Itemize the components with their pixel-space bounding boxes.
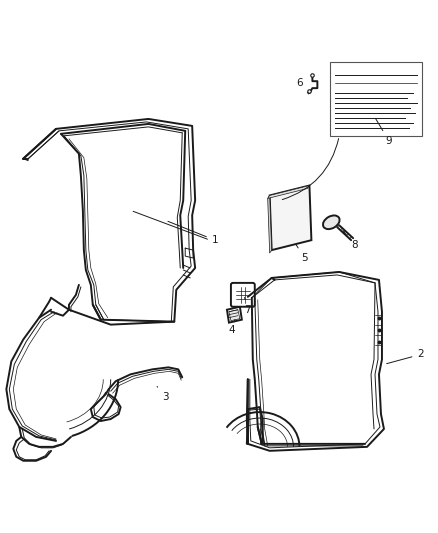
Polygon shape <box>270 185 311 250</box>
Text: 7: 7 <box>244 297 251 314</box>
Polygon shape <box>268 196 272 253</box>
Text: 8: 8 <box>343 230 357 250</box>
Text: 6: 6 <box>296 78 309 94</box>
Polygon shape <box>268 185 309 198</box>
Text: 5: 5 <box>296 245 308 263</box>
Ellipse shape <box>323 215 339 229</box>
Text: 3: 3 <box>157 386 169 402</box>
Polygon shape <box>227 307 242 322</box>
Text: 4: 4 <box>229 320 235 335</box>
FancyBboxPatch shape <box>231 283 255 307</box>
Text: 9: 9 <box>375 118 392 146</box>
Polygon shape <box>229 310 240 321</box>
Text: 1: 1 <box>168 221 218 245</box>
Text: 2: 2 <box>387 350 424 364</box>
FancyBboxPatch shape <box>330 62 422 136</box>
